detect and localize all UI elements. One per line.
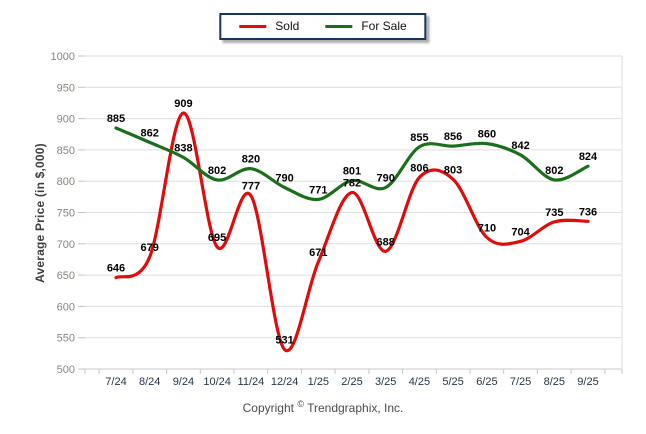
chart-plot-area: 500 550 600 650 700 750 800 850 900 950 1000 7/24 8/… [51, 51, 623, 388]
legend: Sold For Sale [219, 13, 427, 40]
svg-text:5/25: 5/25 [442, 376, 463, 388]
svg-text:7/25: 7/25 [510, 376, 531, 388]
svg-text:8/24: 8/24 [139, 376, 160, 388]
svg-text:679: 679 [141, 242, 159, 254]
copyright-prefix: Copyright [242, 401, 294, 415]
svg-text:885: 885 [107, 113, 125, 125]
svg-text:806: 806 [410, 162, 428, 174]
svg-text:12/24: 12/24 [271, 376, 299, 388]
legend-item-for-sale: For Sale [325, 19, 407, 33]
svg-text:671: 671 [309, 247, 327, 259]
svg-text:4/25: 4/25 [409, 376, 430, 388]
svg-text:801: 801 [343, 166, 361, 178]
svg-text:803: 803 [444, 164, 462, 176]
svg-text:777: 777 [242, 181, 260, 193]
svg-text:2/25: 2/25 [341, 376, 362, 388]
legend-label-sold: Sold [275, 19, 300, 33]
svg-text:710: 710 [478, 223, 496, 235]
svg-text:790: 790 [377, 173, 395, 185]
legend-label-for-sale: For Sale [361, 19, 407, 33]
svg-text:790: 790 [275, 173, 293, 185]
svg-text:771: 771 [309, 184, 327, 196]
svg-text:735: 735 [545, 207, 563, 219]
sold-line-swatch [239, 24, 267, 28]
svg-text:650: 650 [57, 270, 75, 282]
svg-text:3/25: 3/25 [375, 376, 396, 388]
svg-text:1000: 1000 [51, 51, 75, 63]
svg-text:10/24: 10/24 [203, 376, 231, 388]
svg-text:736: 736 [579, 206, 597, 218]
svg-text:909: 909 [174, 98, 192, 110]
svg-text:8/25: 8/25 [544, 376, 565, 388]
y-axis-title: Average Price (in $,000) [33, 143, 47, 283]
svg-text:6/25: 6/25 [476, 376, 497, 388]
svg-text:862: 862 [141, 127, 159, 139]
svg-text:7/24: 7/24 [105, 376, 126, 388]
svg-text:531: 531 [275, 335, 293, 347]
legend-item-sold: Sold [239, 19, 299, 33]
svg-text:802: 802 [208, 165, 226, 177]
svg-text:855: 855 [410, 132, 428, 144]
svg-text:550: 550 [57, 333, 75, 345]
svg-text:860: 860 [478, 129, 496, 141]
svg-text:802: 802 [545, 165, 563, 177]
svg-text:800: 800 [57, 176, 75, 188]
svg-text:750: 750 [57, 208, 75, 220]
svg-text:9/24: 9/24 [173, 376, 194, 388]
svg-text:700: 700 [57, 239, 75, 251]
svg-text:824: 824 [579, 151, 598, 163]
svg-text:1/25: 1/25 [308, 376, 329, 388]
svg-text:9/25: 9/25 [577, 376, 598, 388]
svg-text:704: 704 [511, 226, 530, 238]
svg-text:695: 695 [208, 232, 226, 244]
svg-text:950: 950 [57, 82, 75, 94]
svg-text:782: 782 [343, 178, 361, 190]
svg-text:900: 900 [57, 114, 75, 126]
copyright-company: Trendgraphix, Inc. [307, 401, 404, 415]
svg-text:500: 500 [57, 364, 75, 376]
copyright-symbol: © [297, 399, 304, 409]
svg-text:850: 850 [57, 145, 75, 157]
svg-text:856: 856 [444, 131, 462, 143]
svg-text:820: 820 [242, 154, 260, 166]
svg-text:600: 600 [57, 301, 75, 313]
svg-text:646: 646 [107, 263, 125, 275]
svg-text:11/24: 11/24 [238, 376, 265, 388]
svg-text:838: 838 [174, 142, 192, 154]
svg-text:842: 842 [511, 140, 529, 152]
svg-text:688: 688 [377, 236, 395, 248]
for-sale-line-swatch [325, 24, 353, 28]
copyright-text: Copyright © Trendgraphix, Inc. [0, 399, 646, 415]
